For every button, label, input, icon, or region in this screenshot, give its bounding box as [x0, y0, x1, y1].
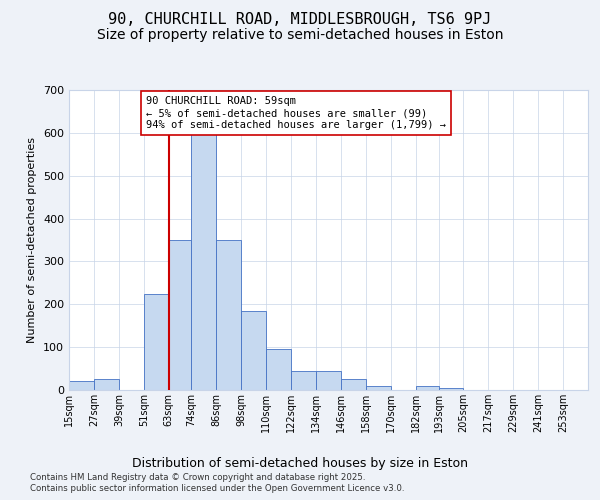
Bar [366, 386, 391, 390]
Text: 90, CHURCHILL ROAD, MIDDLESBROUGH, TS6 9PJ: 90, CHURCHILL ROAD, MIDDLESBROUGH, TS6 9… [109, 12, 491, 28]
Y-axis label: Number of semi-detached properties: Number of semi-detached properties [28, 137, 37, 343]
Bar [291, 370, 316, 390]
Bar [266, 350, 291, 390]
Bar [94, 380, 119, 390]
Text: Contains public sector information licensed under the Open Government Licence v3: Contains public sector information licen… [30, 484, 404, 493]
Bar [439, 388, 463, 390]
Bar [241, 310, 266, 390]
Bar [316, 370, 341, 390]
Bar [217, 240, 241, 390]
Text: Size of property relative to semi-detached houses in Eston: Size of property relative to semi-detach… [97, 28, 503, 42]
Bar [416, 386, 439, 390]
Bar [341, 380, 366, 390]
Bar [144, 294, 169, 390]
Bar [191, 112, 217, 390]
Text: Contains HM Land Registry data © Crown copyright and database right 2025.: Contains HM Land Registry data © Crown c… [30, 472, 365, 482]
Bar [69, 382, 94, 390]
Bar [169, 240, 191, 390]
Text: Distribution of semi-detached houses by size in Eston: Distribution of semi-detached houses by … [132, 458, 468, 470]
Text: 90 CHURCHILL ROAD: 59sqm
← 5% of semi-detached houses are smaller (99)
94% of se: 90 CHURCHILL ROAD: 59sqm ← 5% of semi-de… [146, 96, 446, 130]
